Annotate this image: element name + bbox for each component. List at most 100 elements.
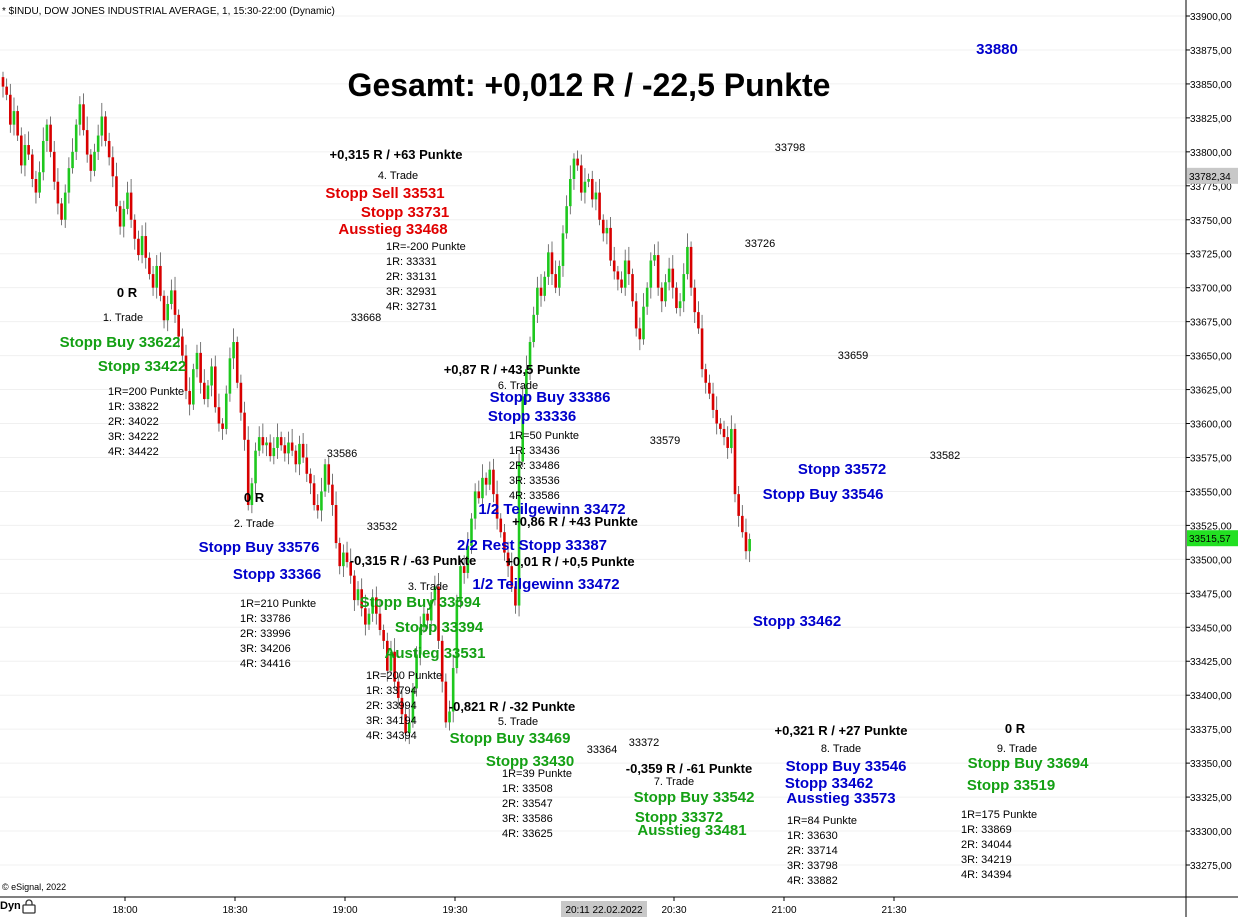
candle-body <box>217 407 221 424</box>
annotation-label: 4. Trade <box>378 170 418 182</box>
candle-body <box>30 154 34 180</box>
annotation-label: 33586 <box>327 448 358 460</box>
annotation-label: Stopp Buy 33469 <box>450 730 571 747</box>
candle-body <box>23 145 27 166</box>
candle-body <box>477 491 481 499</box>
candle-body <box>741 515 744 533</box>
annotation-label: -0,315 R / -63 Punkte <box>350 553 476 568</box>
annotation-label: +0,315 R / +63 Punkte <box>330 147 463 162</box>
candle-body <box>27 145 30 155</box>
candle-body <box>579 165 583 193</box>
candle-body <box>327 464 331 485</box>
candle-body <box>243 412 246 440</box>
candle-body <box>96 135 100 152</box>
annotation-label: 33798 <box>775 142 806 154</box>
candle-body <box>719 423 722 429</box>
candle-body <box>345 552 349 563</box>
annotation-label: 1R=210 Punkte <box>240 598 316 610</box>
annotation-label: -0,821 R / -32 Punkte <box>449 699 575 714</box>
annotation-label: Stopp 33731 <box>361 204 449 221</box>
candle-body <box>371 597 374 614</box>
annotation-label: +0,86 R / +43 Punkte <box>512 514 638 529</box>
candle-body <box>393 651 396 682</box>
annotation-label: 33532 <box>367 521 398 533</box>
dyn-label[interactable]: Dyn <box>0 900 21 912</box>
y-tick-label: 33675,00 <box>1190 318 1232 329</box>
candle-body <box>587 179 590 182</box>
candle-body <box>342 552 345 567</box>
candle-body <box>279 437 283 446</box>
annotation-label: 3R: 34206 <box>240 643 291 655</box>
x-tick-label: 21:00 <box>771 905 796 916</box>
candle-body <box>129 192 133 220</box>
candle-body <box>503 532 506 553</box>
annotation-label: Stopp Buy 33694 <box>968 755 1090 772</box>
candle-body <box>459 566 462 601</box>
annotation-label: 3R: 34194 <box>366 715 417 727</box>
candle-body <box>71 151 74 169</box>
chart-title: Gesamt: +0,012 R / -22,5 Punkte <box>348 67 831 103</box>
candle-body <box>466 545 470 573</box>
annotation-label: 4R: 34394 <box>366 730 417 742</box>
candle-body <box>195 352 199 370</box>
candle-body <box>224 393 228 429</box>
candle-body <box>250 483 254 506</box>
annotation-label: 33726 <box>745 238 776 250</box>
annotation-label: Stopp Buy 33622 <box>60 334 181 351</box>
annotation-label: 0 R <box>117 285 138 300</box>
candle-body <box>407 722 411 734</box>
annotation-label: Stopp 33462 <box>785 775 873 792</box>
candle-body <box>451 668 455 712</box>
candle-body <box>159 265 162 296</box>
annotation-label: 2R: 33996 <box>240 628 291 640</box>
candle-body <box>733 428 737 495</box>
candle-body <box>660 287 664 302</box>
annotation-label: 2R: 34044 <box>961 839 1012 851</box>
candle-body <box>594 192 598 200</box>
candle-body <box>312 483 316 506</box>
annotation-label: 1/2 Teilgewinn 33472 <box>472 576 619 593</box>
candle-body <box>539 287 543 296</box>
lock-icon[interactable] <box>22 899 36 914</box>
candle-body <box>550 252 554 275</box>
candle-body <box>418 627 422 655</box>
y-tick-label: 33775,00 <box>1190 182 1232 193</box>
candle-body <box>638 328 642 340</box>
candle-body <box>440 640 444 682</box>
candle-body <box>583 181 587 193</box>
candle-body <box>415 654 418 689</box>
annotation-label: 2/2 Rest Stopp 33387 <box>457 537 607 554</box>
candle-body <box>473 491 477 519</box>
annotation-label: Stopp Buy 33546 <box>786 758 907 775</box>
candle-body <box>334 505 338 544</box>
x-tick-label: 18:30 <box>222 905 247 916</box>
y-tick-label: 33400,00 <box>1190 691 1232 702</box>
annotation-label: 1R=-200 Punkte <box>386 241 466 253</box>
annotation-label: 4R: 34422 <box>108 446 159 458</box>
candle-body <box>715 409 718 424</box>
candle-body <box>199 352 202 383</box>
annotation-label: Austieg 33531 <box>385 645 486 662</box>
candle-body <box>232 342 235 359</box>
candle-body <box>9 94 12 125</box>
candle-body <box>353 575 356 601</box>
annotation-label: 9. Trade <box>997 743 1037 755</box>
candle-body <box>601 219 605 234</box>
candle-body <box>78 104 82 125</box>
annotation-label: 3R: 33586 <box>502 813 553 825</box>
annotation-label: +0,87 R / +43,5 Punkte <box>444 362 581 377</box>
candle-body <box>34 179 38 193</box>
candle-body <box>155 265 159 288</box>
annotation-label: Stopp 33336 <box>488 408 576 425</box>
candle-body <box>272 447 276 457</box>
y-tick-label: 33800,00 <box>1190 148 1232 159</box>
annotation-label: Stopp 33430 <box>486 753 574 770</box>
candle-body <box>52 151 56 182</box>
candle-body <box>364 608 367 625</box>
candle-body <box>704 369 708 383</box>
candle-body <box>382 629 385 641</box>
annotation-label: 4R: 34416 <box>240 658 291 670</box>
candle-body <box>576 158 579 166</box>
candle-body <box>664 282 667 302</box>
